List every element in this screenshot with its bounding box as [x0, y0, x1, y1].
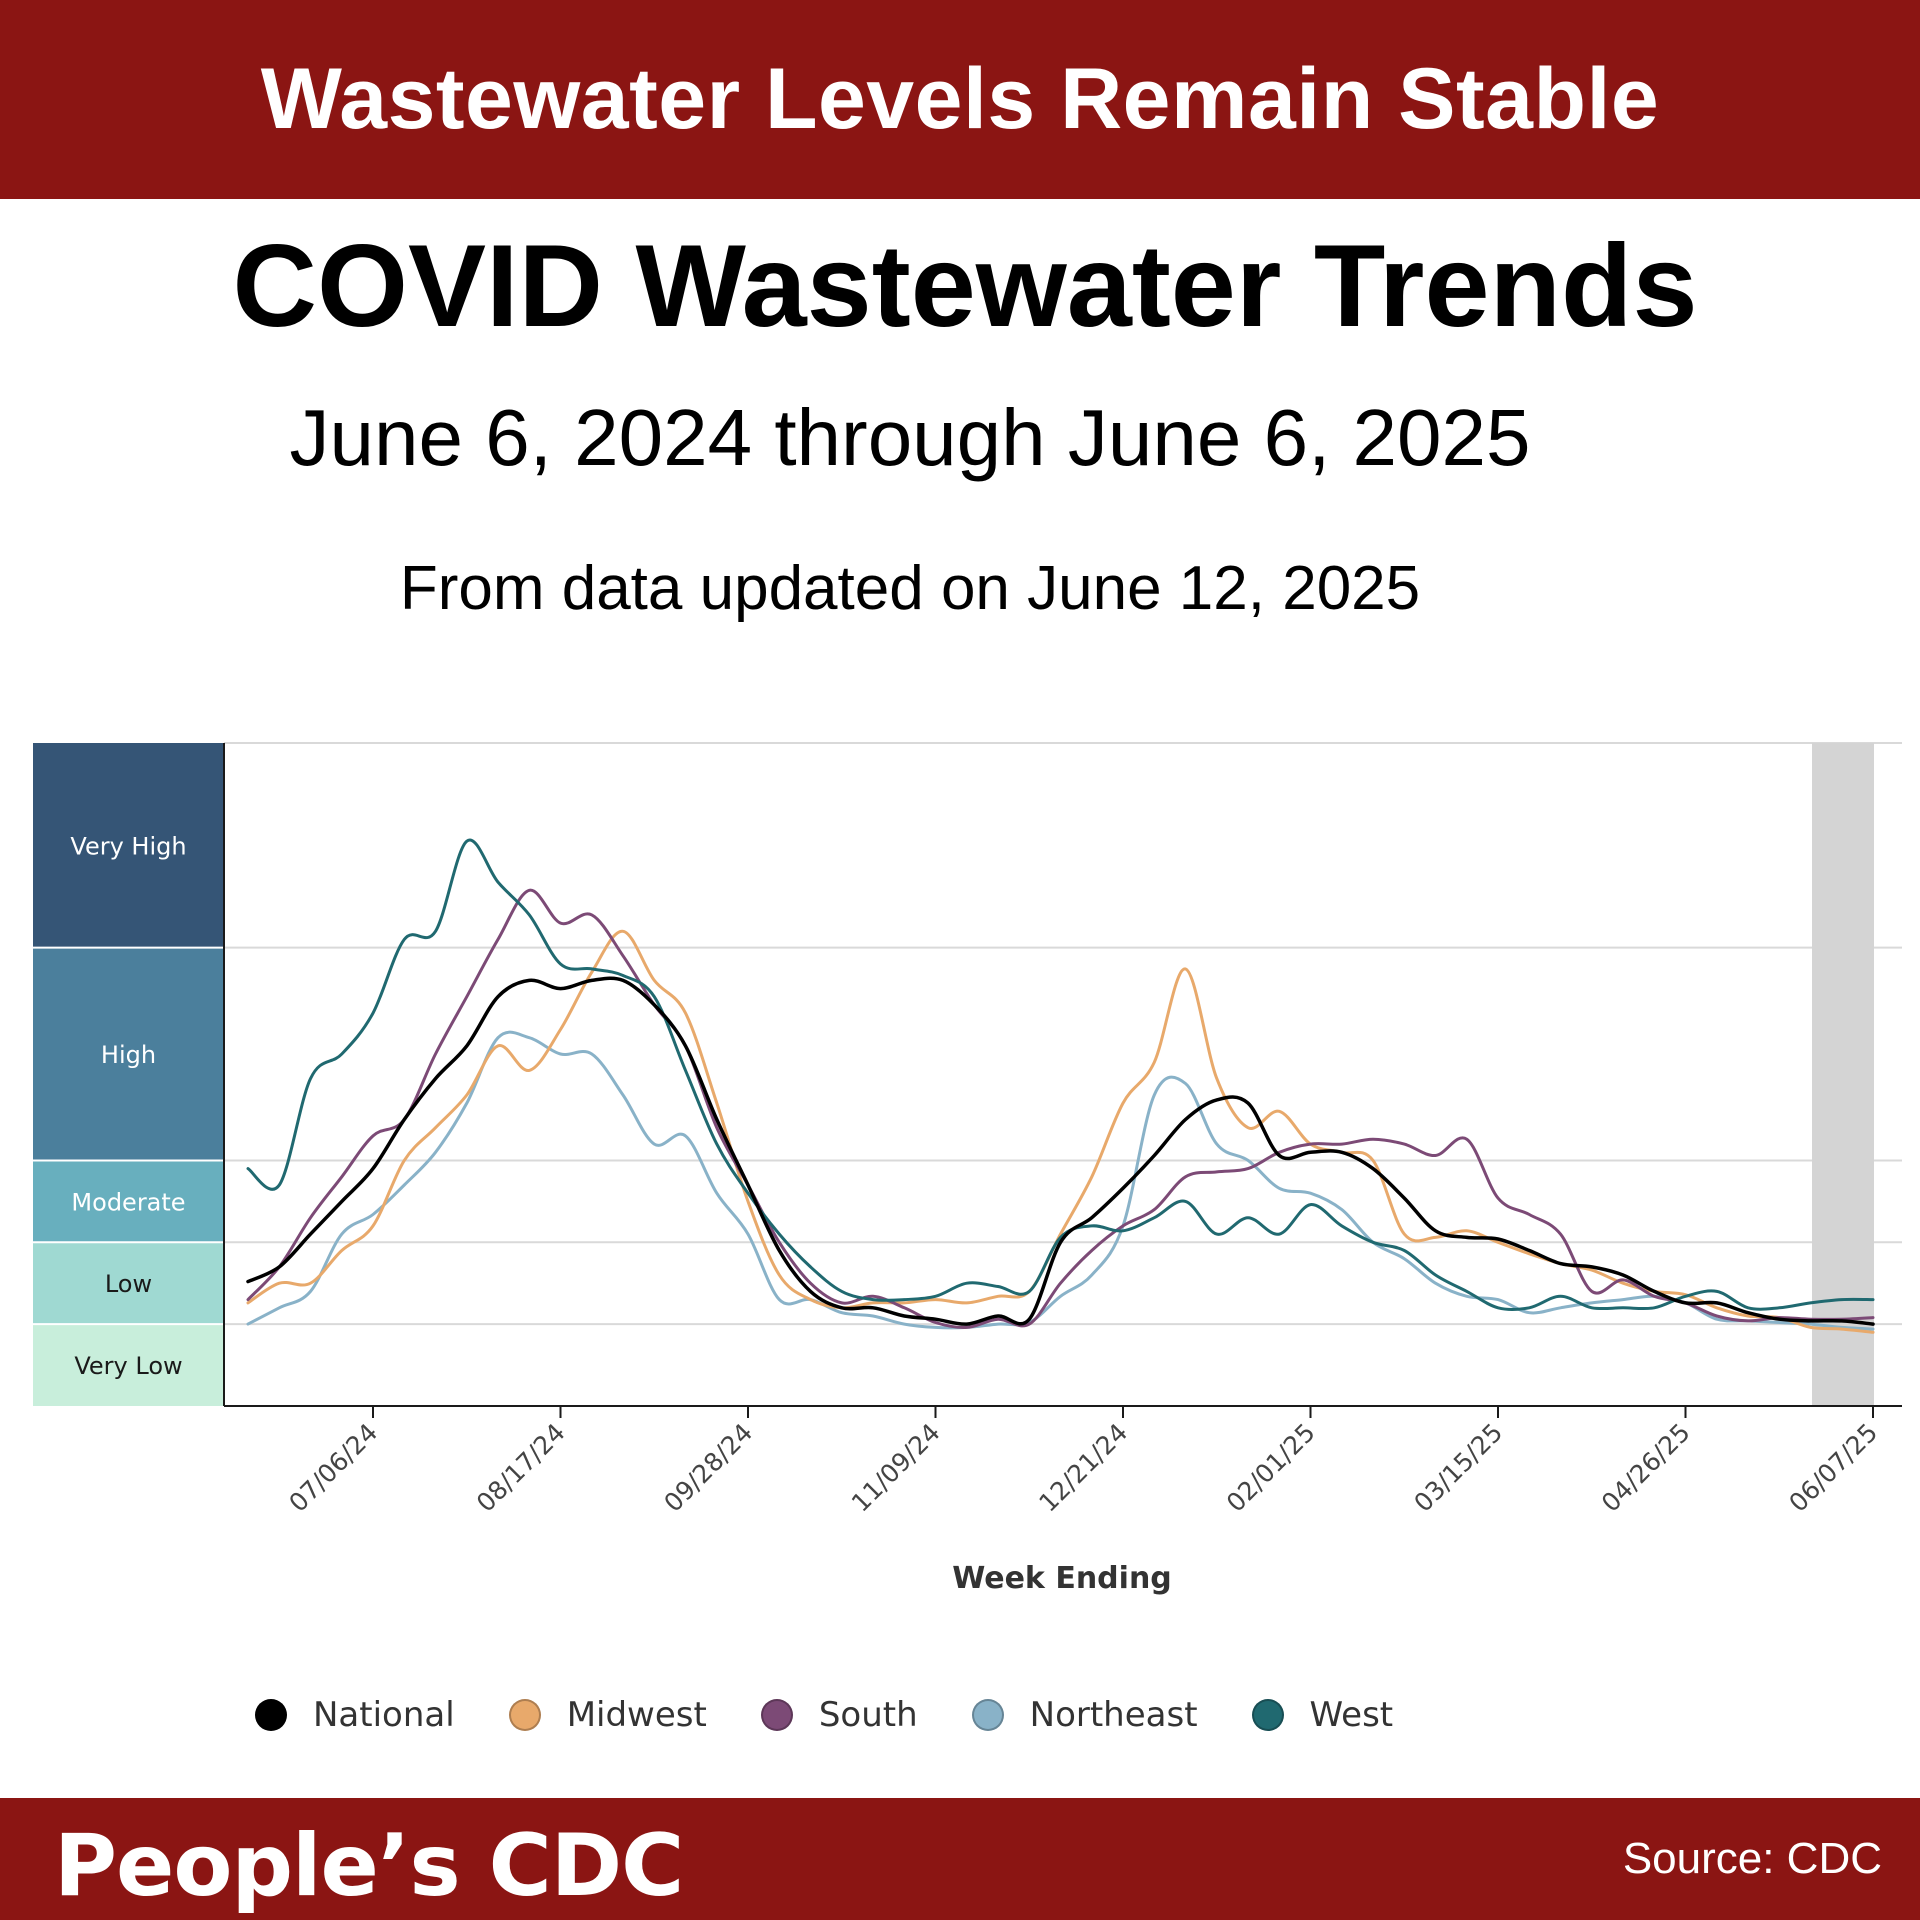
level-label-very-low: Very Low [74, 1352, 182, 1380]
legend-label: South [818, 1695, 918, 1735]
series-line-national [246, 976, 1875, 1326]
update-note: From data updated on June 12, 2025 [399, 554, 1421, 623]
level-band-very-low [33, 1324, 224, 1406]
x-tick-label: 04/26/25 [1596, 1418, 1696, 1518]
legend-label: West [1309, 1695, 1394, 1735]
banner-title: Wastewater Levels Remain Stable [260, 51, 1660, 147]
x-tick-label: 11/09/24 [846, 1418, 946, 1518]
brand-logo-text: People’s CDC [54, 1816, 684, 1916]
level-label-high: High [101, 1041, 156, 1069]
legend-item-national[interactable]: National [255, 1695, 455, 1735]
level-label-moderate: Moderate [71, 1188, 185, 1216]
x-tick-label: 07/06/24 [283, 1418, 383, 1518]
legend-item-northeast[interactable]: Northeast [971, 1695, 1198, 1735]
legend-swatch [971, 1699, 1004, 1731]
x-tick-label: 12/21/24 [1033, 1418, 1133, 1518]
level-band-low [33, 1242, 224, 1325]
source-note: Source: CDC [1622, 1834, 1882, 1883]
series-line-northeast [246, 1030, 1875, 1331]
legend-swatch [760, 1699, 793, 1731]
series-lines [246, 838, 1875, 1334]
level-bands: Very High High Moderate Low Very Low [33, 743, 224, 1406]
wastewater-line-chart: Very High High Moderate Low Very Low 07/06/2… [33, 742, 1902, 1596]
level-band-high [33, 947, 224, 1161]
axes [223, 743, 1902, 1407]
x-tick-labels: 07/06/24 08/17/24 09/28/24 11/09/24 12/21/24… [283, 1406, 1883, 1518]
legend-label: National [313, 1695, 455, 1735]
legend-swatch [508, 1699, 541, 1731]
x-tick-label: 03/15/25 [1408, 1418, 1508, 1518]
legend-swatch [255, 1699, 287, 1731]
bottom-banner: People’s CDC Source: CDC [0, 1798, 1920, 1920]
date-range-subtitle: June 6, 2024 through June 6, 2025 [289, 393, 1531, 482]
level-label-very-high: Very High [70, 832, 186, 860]
legend-item-midwest[interactable]: Midwest [508, 1695, 707, 1735]
legend-item-south[interactable]: South [760, 1695, 918, 1735]
provisional-data-shading [1812, 743, 1874, 1406]
top-banner: Wastewater Levels Remain Stable [0, 0, 1920, 199]
level-band-very-high [33, 743, 224, 948]
legend-swatch [1251, 1699, 1284, 1731]
x-tick-label: 02/01/25 [1221, 1418, 1321, 1518]
chart-legend: National Midwest South Northeast West [255, 1690, 1447, 1740]
series-line-midwest [246, 929, 1875, 1334]
chart-title: COVID Wastewater Trends [232, 220, 1698, 351]
series-line-west [246, 838, 1875, 1312]
x-axis-label: Week Ending [952, 1561, 1172, 1596]
grid-lines [224, 742, 1902, 1326]
legend-label: Northeast [1029, 1695, 1198, 1735]
x-tick-label: 06/07/25 [1783, 1418, 1883, 1518]
level-label-low: Low [105, 1270, 152, 1298]
series-line-south [246, 888, 1875, 1329]
legend-label: Midwest [566, 1695, 707, 1735]
x-tick-label: 09/28/24 [658, 1418, 758, 1518]
level-band-moderate [33, 1160, 224, 1243]
x-tick-label: 08/17/24 [471, 1418, 571, 1518]
legend-item-west[interactable]: West [1251, 1695, 1394, 1735]
